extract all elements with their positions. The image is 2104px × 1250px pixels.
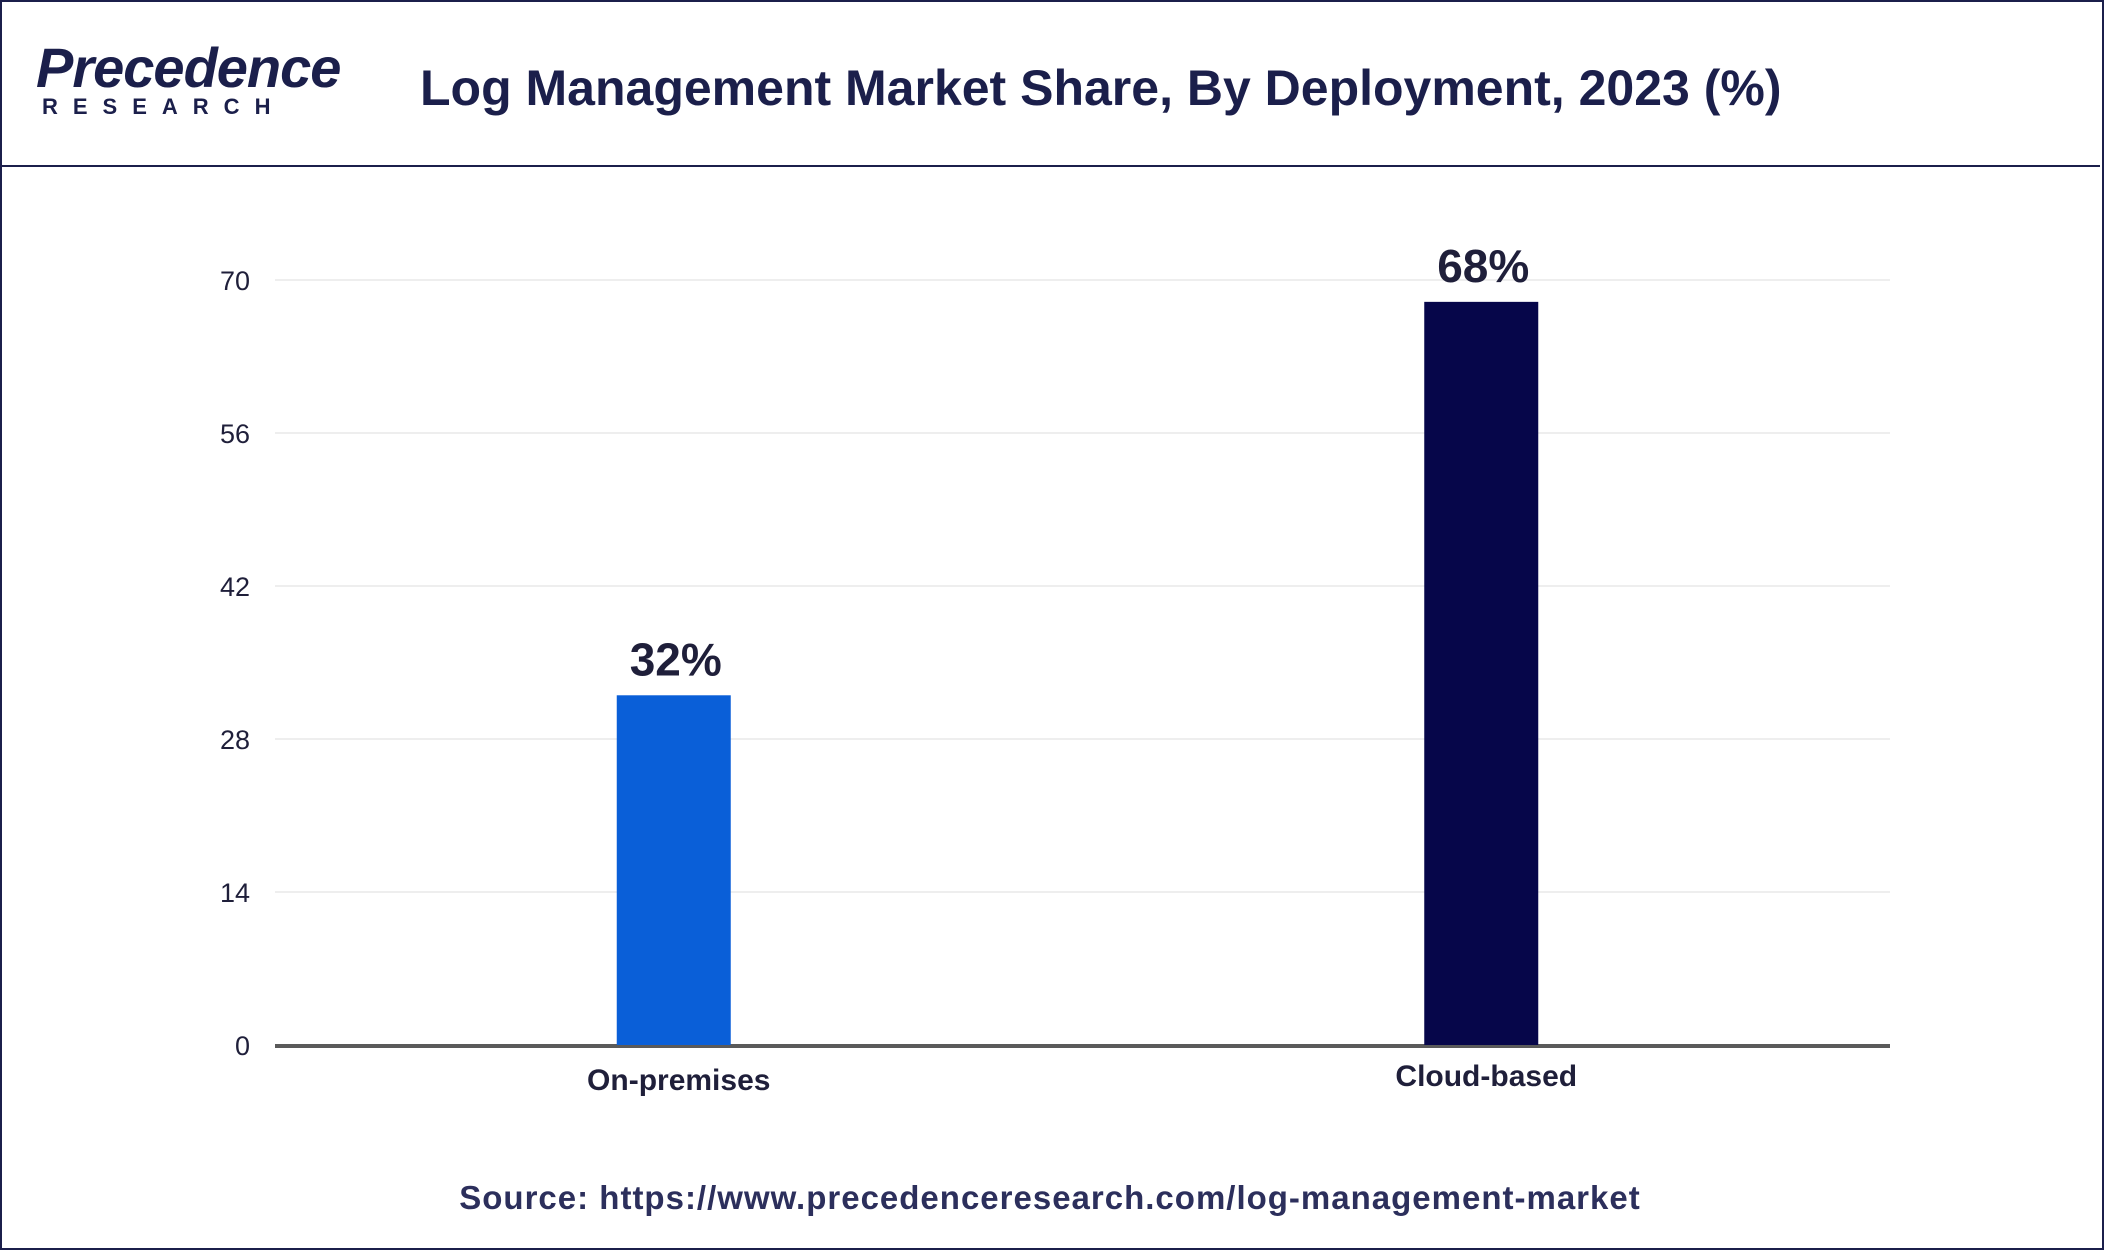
- source-note: Source: https://www.precedenceresearch.c…: [459, 1179, 1641, 1216]
- y-tick-label: 0: [235, 1031, 250, 1061]
- y-tick-label: 42: [220, 572, 250, 602]
- data-label: 32%: [630, 633, 722, 685]
- bar-chart: 32% 68% 0 14 28 42 56 70 On-premises Cloud-base…: [220, 240, 1890, 1097]
- bar: [616, 695, 731, 1045]
- y-tick-label: 70: [220, 266, 250, 296]
- bar: [1424, 301, 1539, 1045]
- chart-area: 32% 68% 0 14 28 42 56 70 On-premises Cloud-base…: [0, 167, 2100, 1167]
- brand-sub: RESEARCH: [42, 94, 286, 119]
- x-category-label: Cloud-based: [1395, 1060, 1577, 1093]
- brand-logo: Precedence RESEARCH: [36, 38, 341, 128]
- brand-name: Precedence: [36, 36, 341, 99]
- chart-title: Log Management Market Share, By Deployme…: [420, 60, 1782, 116]
- data-label: 68%: [1437, 240, 1529, 292]
- x-category-label: On-premises: [587, 1064, 770, 1097]
- y-tick-label: 56: [220, 419, 250, 449]
- y-tick-label: 28: [220, 725, 250, 755]
- header: Precedence RESEARCH Log Management Marke…: [0, 0, 2100, 167]
- y-tick-label: 14: [220, 878, 250, 908]
